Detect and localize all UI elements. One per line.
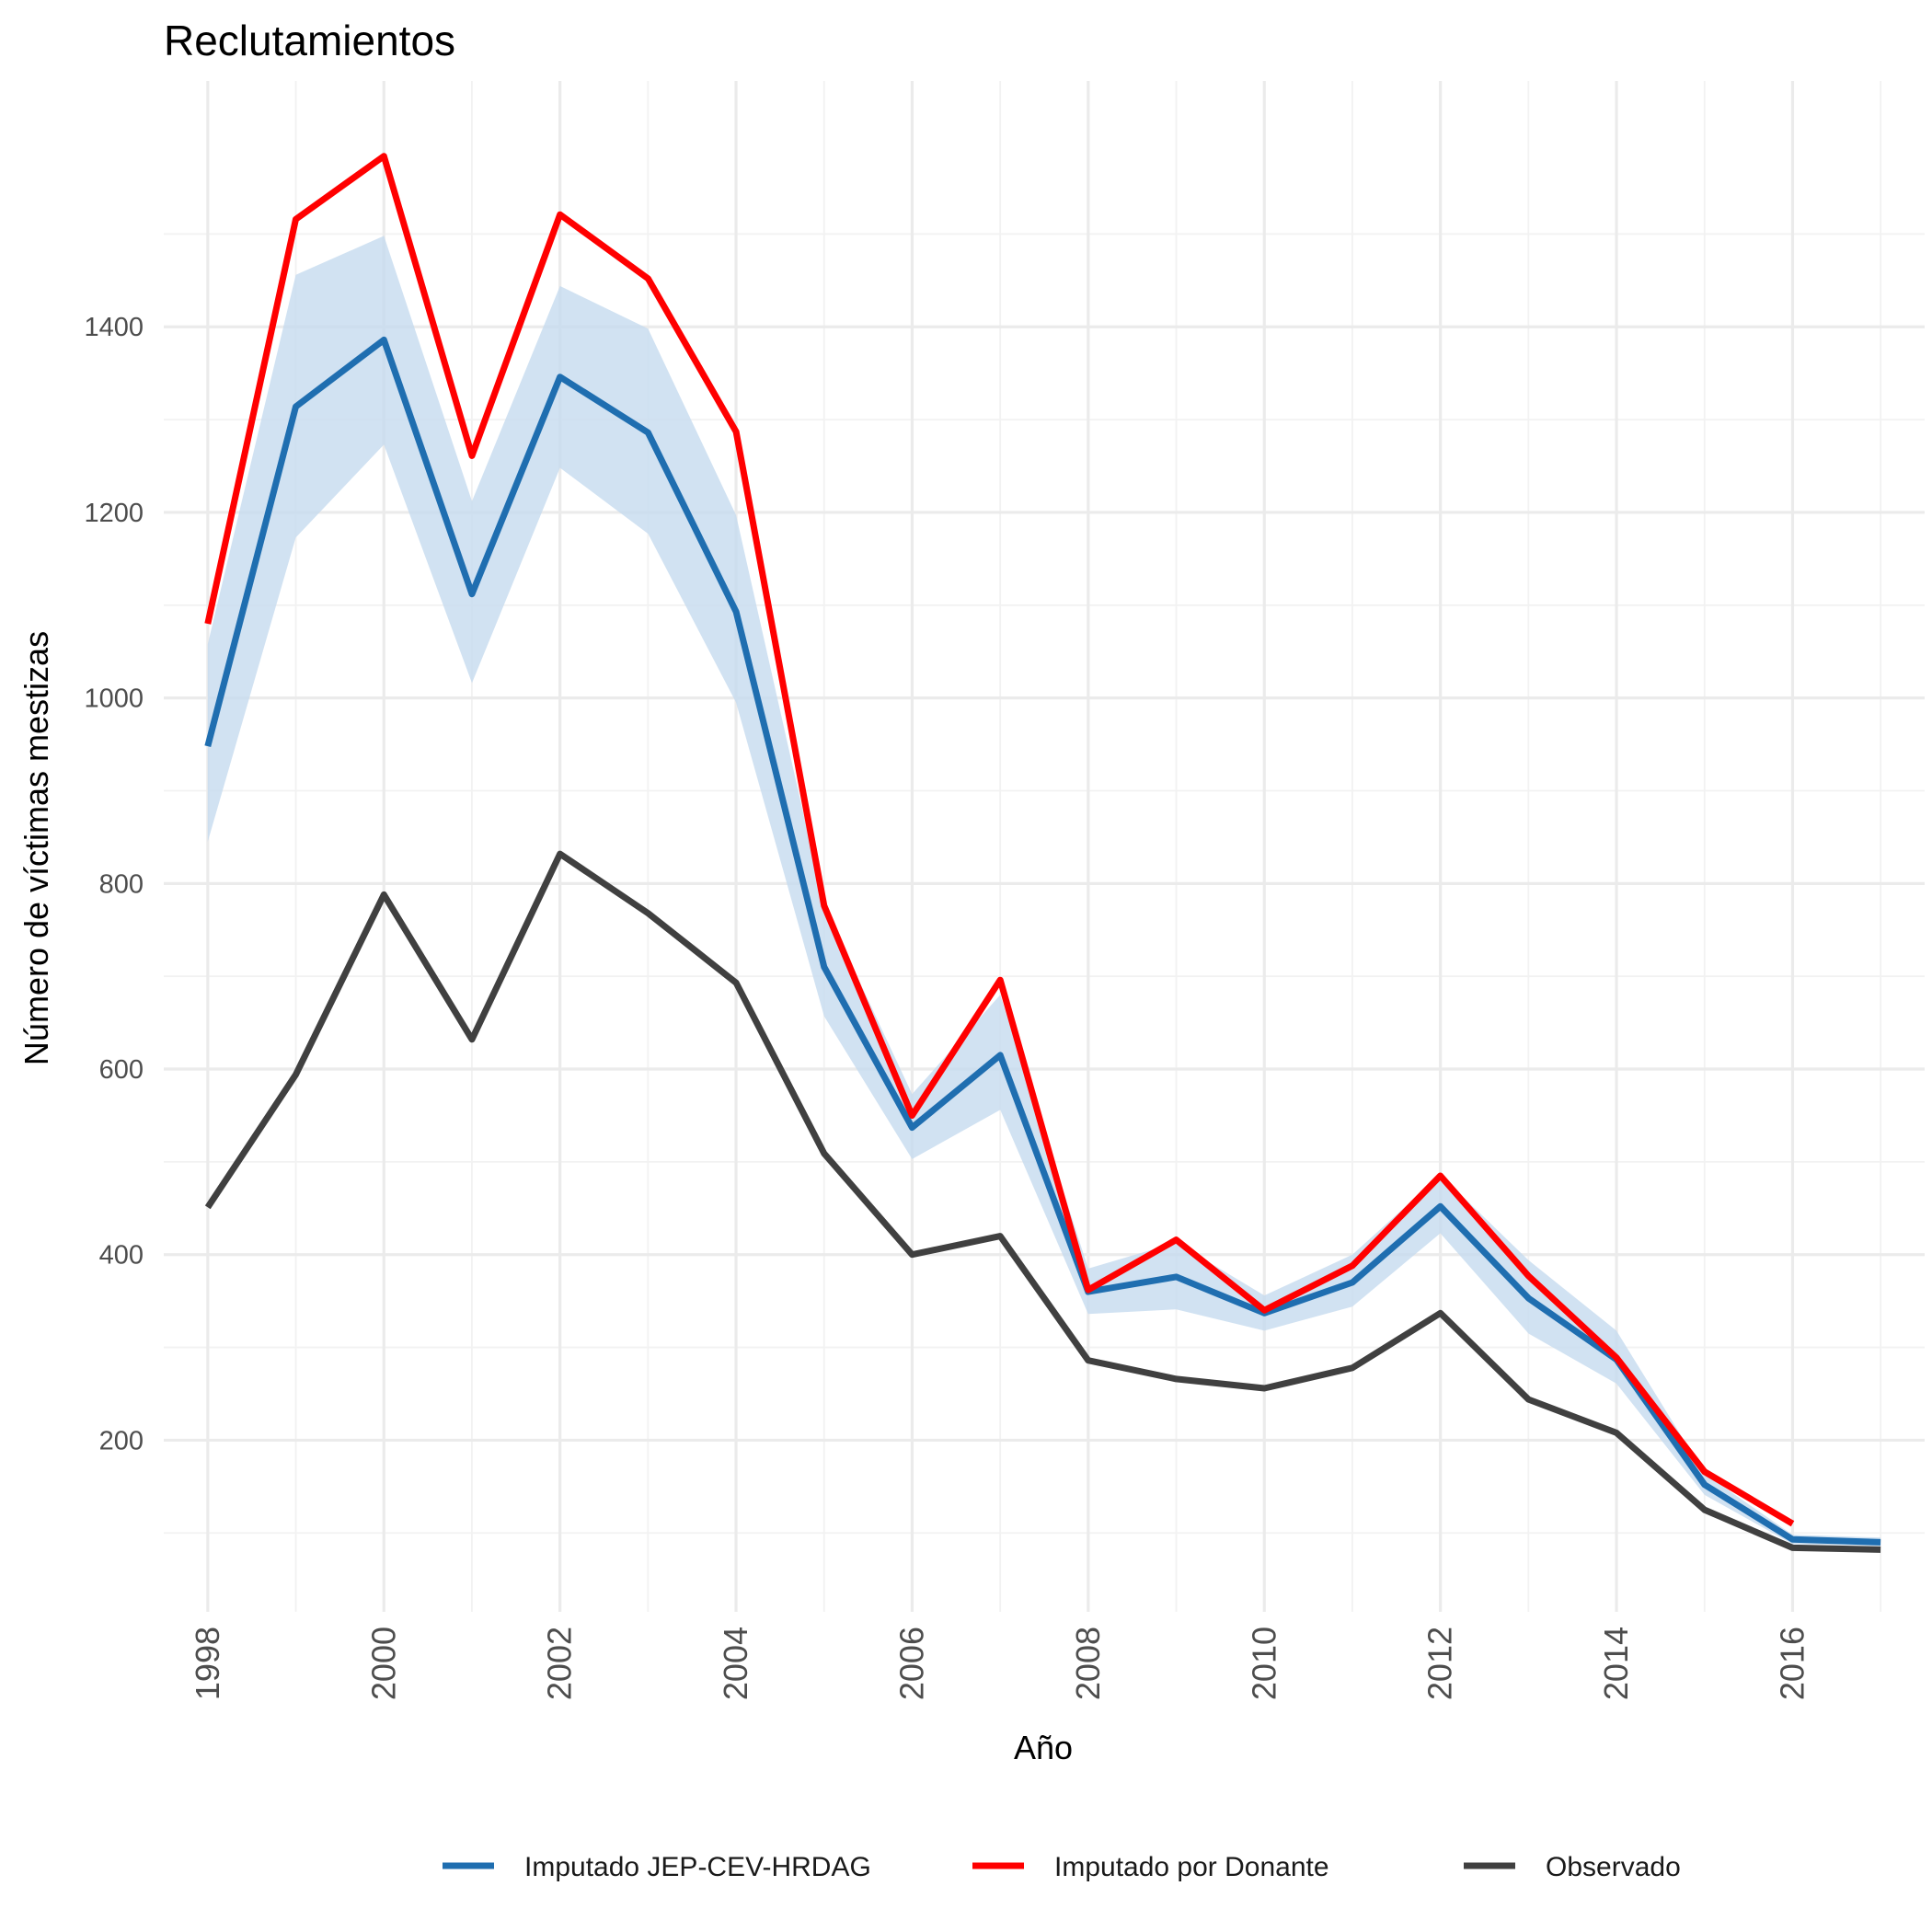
series-lines-layer — [204, 153, 1881, 1553]
confidence-band-layer — [207, 236, 1881, 1547]
legend-item: Imputado por Donante — [972, 1852, 1329, 1882]
legend-label: Observado — [1546, 1852, 1681, 1882]
chart-title: Reclutamientos — [164, 17, 455, 64]
x-tick-label: 2000 — [364, 1627, 402, 1700]
series-line — [204, 336, 1881, 1546]
x-tick-label: 2012 — [1421, 1627, 1459, 1700]
legend-item: Imputado JEP-CEV-HRDAG — [443, 1852, 871, 1882]
confidence-band — [207, 236, 1881, 1547]
y-tick-label: 600 — [99, 1055, 144, 1085]
legend-label: Imputado JEP-CEV-HRDAG — [524, 1852, 871, 1882]
legend-item: Observado — [1464, 1852, 1681, 1882]
legend: Imputado JEP-CEV-HRDAG Imputado por Donan… — [443, 1852, 1681, 1882]
x-tick-label: 1998 — [189, 1627, 226, 1700]
series-line — [204, 153, 1795, 1527]
y-tick-label: 1000 — [84, 684, 144, 714]
x-tick-label: 2016 — [1773, 1627, 1811, 1700]
x-tick-label: 2008 — [1069, 1627, 1107, 1700]
x-axis-ticks: 1998 2000 2002 2004 2006 2008 2010 2012 2014 2016 — [189, 1627, 1811, 1700]
series-line — [204, 850, 1881, 1553]
y-axis-ticks: 200 400 600 800 1000 1200 1400 — [84, 313, 144, 1455]
x-tick-label: 2010 — [1245, 1627, 1282, 1700]
x-tick-label: 2014 — [1597, 1627, 1635, 1700]
x-tick-label: 2004 — [717, 1627, 754, 1700]
x-tick-label: 2006 — [892, 1627, 930, 1700]
y-tick-label: 400 — [99, 1241, 144, 1271]
y-tick-label: 1200 — [84, 499, 144, 528]
legend-label: Imputado por Donante — [1054, 1852, 1329, 1882]
x-axis-title: Año — [1014, 1729, 1073, 1766]
y-tick-label: 200 — [99, 1426, 144, 1455]
y-axis-title: Número de víctimas mestizas — [17, 631, 55, 1065]
x-tick-label: 2002 — [541, 1627, 579, 1700]
y-tick-label: 800 — [99, 869, 144, 899]
y-tick-label: 1400 — [84, 313, 144, 342]
